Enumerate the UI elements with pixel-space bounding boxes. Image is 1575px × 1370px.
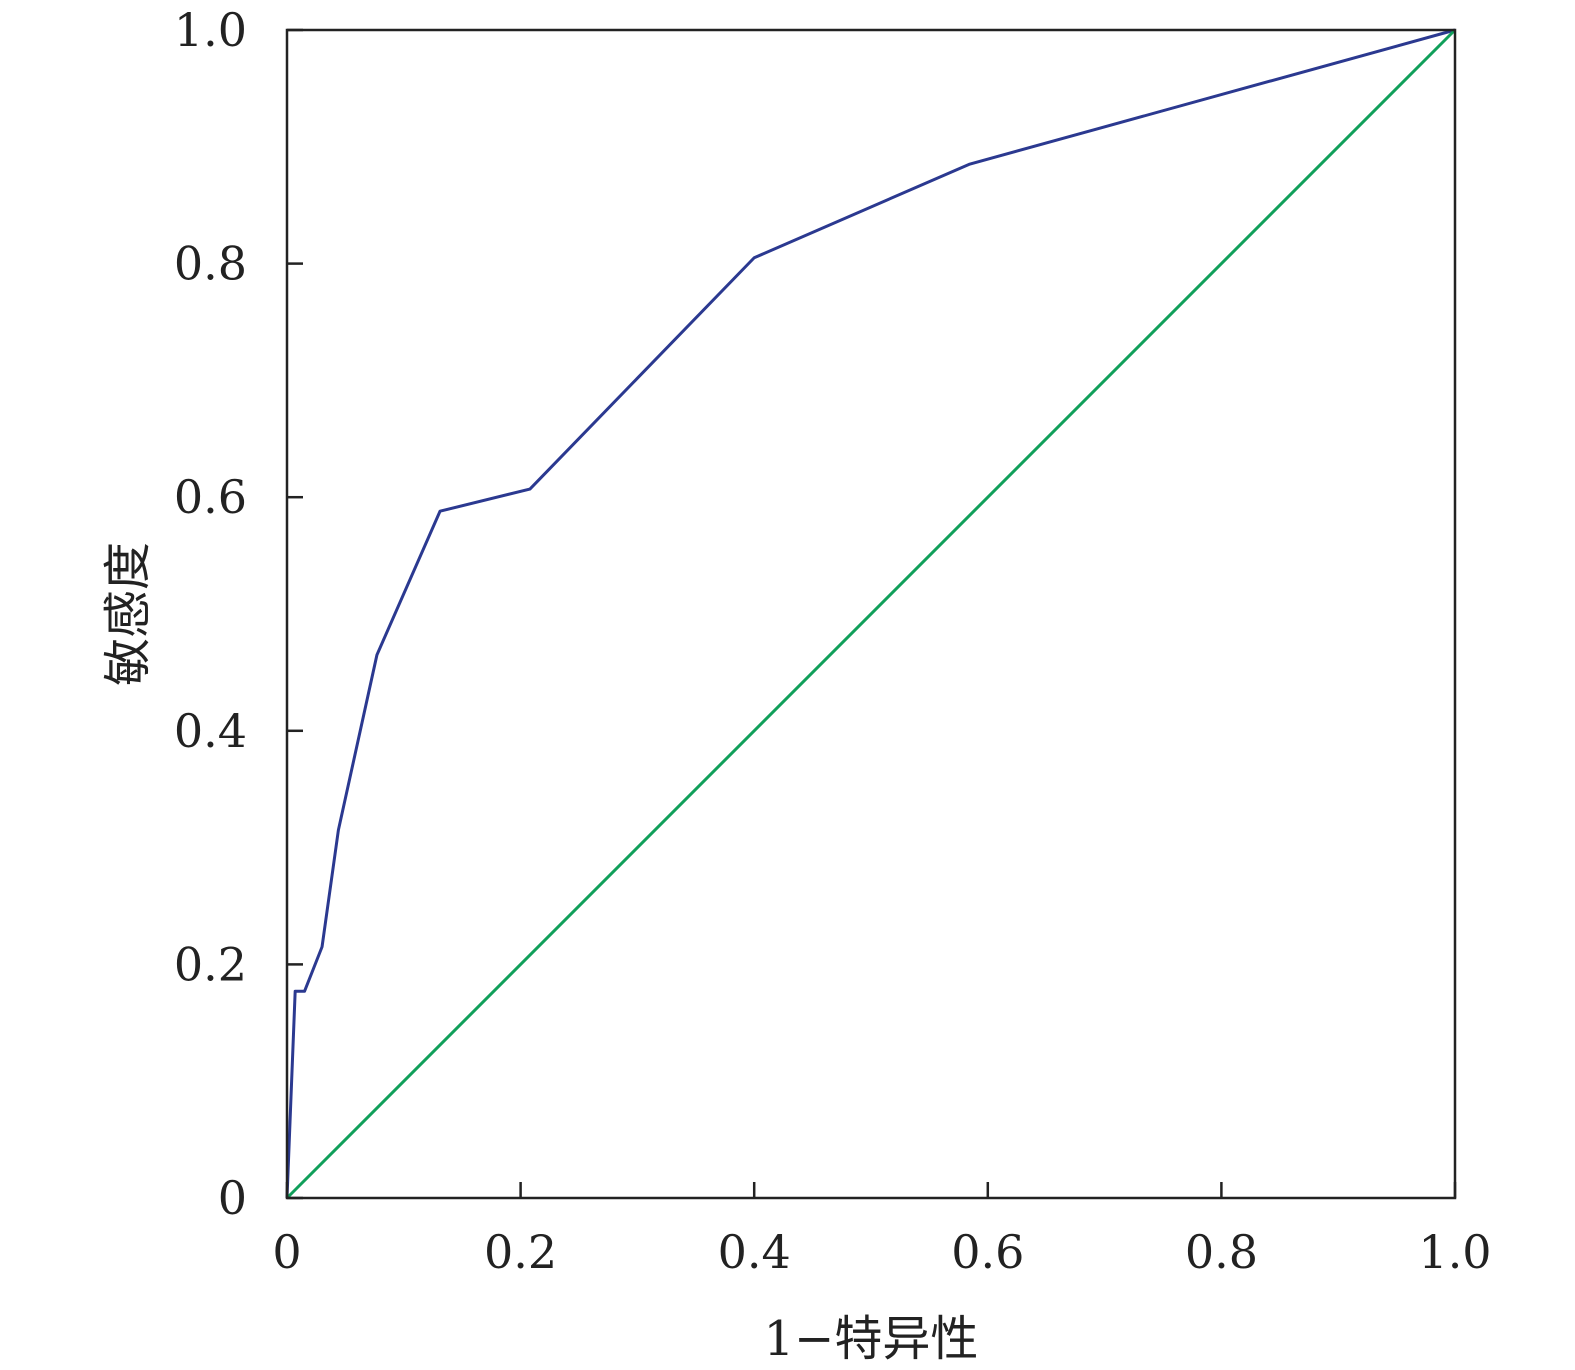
x-tick-label: 0 — [272, 1225, 301, 1279]
plot-frame — [285, 28, 1457, 1200]
series-layer — [285, 28, 1457, 1200]
x-tick-label: 0.8 — [1185, 1225, 1258, 1279]
y-tick-label: 0.4 — [174, 704, 247, 758]
y-tick-label: 0.6 — [174, 470, 247, 524]
series-line-1 — [285, 28, 1456, 1199]
y-tick-label: 0.2 — [174, 937, 247, 991]
x-tick-label: 0.4 — [718, 1225, 791, 1279]
y-tick-label: 1.0 — [174, 3, 247, 57]
x-axis-title: 1−特异性 — [764, 1311, 979, 1367]
x-tick-label: 0.2 — [484, 1225, 557, 1279]
y-axis-title: 敏感度 — [100, 542, 156, 686]
y-tick-label: 0 — [218, 1171, 247, 1225]
x-axis-ticks: 0 0.2 0.4 0.6 0.8 1.0 — [272, 1182, 1492, 1279]
x-tick-label: 1.0 — [1418, 1225, 1491, 1279]
y-tick-label: 0.8 — [174, 237, 247, 291]
x-tick-label: 0.6 — [951, 1225, 1024, 1279]
series-line-2 — [285, 28, 1457, 1200]
y-axis-ticks: 0 0.2 0.4 0.6 0.8 1.0 — [174, 3, 303, 1225]
